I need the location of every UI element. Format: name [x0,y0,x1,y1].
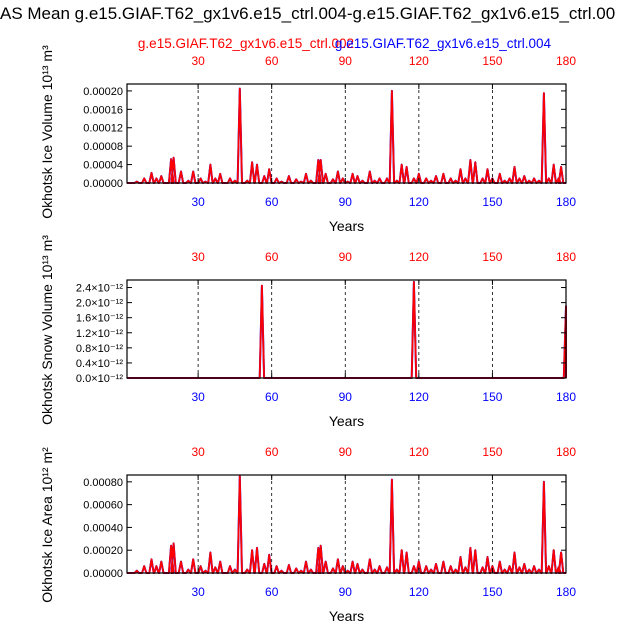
x-tick-label-top: 60 [265,54,279,68]
x-tick-label-bottom: 120 [409,585,429,599]
x-tick-label-bottom: 120 [409,390,429,404]
x-tick-label-top: 180 [556,54,576,68]
y-tick-label: 2.4×10⁻¹² [76,283,123,295]
x-tick-label-bottom: 30 [191,585,205,599]
x-tick-label-top: 150 [482,54,502,68]
series-line-red [127,281,567,379]
panel-snow-volume: 30 30 60 60 90 90 120 120 150 150 180 180 0.0×10⁻¹² 0… [39,235,576,429]
x-tick-label-top: 150 [482,250,502,264]
x-tick-label-top: 120 [409,445,429,459]
x-tick-label-bottom: 120 [409,195,429,209]
x-tick-label-bottom: 180 [556,585,576,599]
x-tick-label-top: 90 [339,54,353,68]
x-tick-label-bottom: 30 [191,195,205,209]
y-tick-label: 0.00004 [83,160,123,172]
x-tick-label-bottom: 150 [482,195,502,209]
y-tick-label: 0.00080 [83,477,123,489]
y-tick-label: 0.00016 [83,104,123,116]
legend-red-label: g.e15.GIAF.T62_gx1v6.e15_ctrl.002 [138,36,354,51]
y-tick-label: 0.00020 [83,545,123,557]
y-tick-label: 0.4×10⁻¹² [76,358,123,370]
x-axis-label: Years [329,608,364,621]
y-tick-label: 0.0×10⁻¹² [76,373,123,385]
y-tick-label: 0.00000 [83,568,123,580]
x-tick-label-top: 30 [191,250,205,264]
figure-title: AS Mean g.e15.GIAF.T62_gx1v6.e15_ctrl.00… [0,4,616,23]
plot-frame [126,83,567,184]
panels-group: 30 30 60 60 90 90 120 120 150 150 180 180 0.00000 0.0… [39,45,576,621]
y-tick-label: 0.00060 [83,500,123,512]
series-line-blue [127,280,567,379]
x-tick-label-top: 120 [409,250,429,264]
plot-frame [126,279,567,379]
y-tick-label: 0.8×10⁻¹² [76,343,123,355]
x-tick-label-bottom: 60 [265,390,279,404]
x-tick-label-top: 150 [482,445,502,459]
series-line-blue [127,475,566,574]
panel-ice-area: 30 30 60 60 90 90 120 120 150 150 180 180 0.00000 0.0… [39,445,576,621]
series-line-red [127,87,566,184]
series-line-red [127,475,566,574]
y-tick-label: 2.0×10⁻¹² [76,298,123,310]
x-tick-label-bottom: 90 [339,390,353,404]
y-tick-label: 0.00020 [83,86,123,98]
plot-frame [126,474,567,574]
x-tick-label-bottom: 150 [482,585,502,599]
y-axis-label: Okhotsk Ice Area 10¹² m² [39,447,55,603]
x-tick-label-top: 90 [339,445,353,459]
x-tick-label-bottom: 180 [556,195,576,209]
y-tick-label: 0.00008 [83,141,123,153]
y-axis-label: Okhotsk Ice Volume 10¹³ m³ [39,45,55,219]
x-tick-label-top: 90 [339,250,353,264]
y-axis-label: Okhotsk Snow Volume 10¹³ m³ [39,235,55,425]
y-tick-label: 1.2×10⁻¹² [76,328,123,340]
x-tick-label-top: 180 [556,445,576,459]
x-tick-label-top: 60 [265,445,279,459]
x-tick-label-bottom: 60 [265,585,279,599]
x-tick-label-bottom: 180 [556,390,576,404]
x-tick-label-top: 30 [191,54,205,68]
x-tick-label-top: 120 [409,54,429,68]
x-tick-label-bottom: 90 [339,195,353,209]
y-tick-label: 0.00000 [83,178,123,190]
x-tick-label-bottom: 90 [339,585,353,599]
x-axis-label: Years [329,413,364,429]
panel-ice-volume: 30 30 60 60 90 90 120 120 150 150 180 180 0.00000 0.0… [39,45,576,234]
x-tick-label-bottom: 60 [265,195,279,209]
y-tick-label: 0.00040 [83,522,123,534]
x-tick-label-top: 180 [556,250,576,264]
y-tick-label: 1.6×10⁻¹² [76,313,123,325]
legend-blue-label: g.e15.GIAF.T62_gx1v6.e15_ctrl.004 [335,36,552,51]
y-tick-label: 0.00012 [83,123,123,135]
x-axis-label: Years [329,218,364,234]
series-line-blue [127,87,566,184]
x-tick-label-bottom: 150 [482,390,502,404]
x-tick-label-top: 30 [191,445,205,459]
x-tick-label-top: 60 [265,250,279,264]
x-tick-label-bottom: 30 [191,390,205,404]
